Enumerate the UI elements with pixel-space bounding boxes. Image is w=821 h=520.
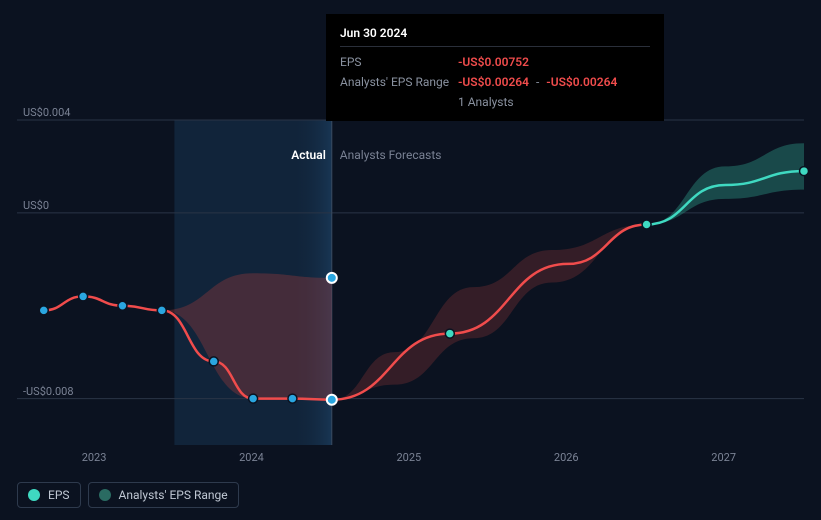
chart-tooltip: Jun 30 2024 EPS -US$0.00752 Analysts' EP…	[326, 14, 664, 121]
tooltip-row-label: EPS	[340, 53, 458, 71]
tooltip-date: Jun 30 2024	[340, 24, 650, 42]
tooltip-row-label: Analysts' EPS Range	[340, 73, 458, 91]
tooltip-range-sep: -	[529, 75, 546, 89]
legend-item-eps[interactable]: EPS	[17, 482, 81, 508]
tooltip-subtext: 1 Analysts	[458, 93, 650, 111]
tooltip-row-value: -US$0.00752	[458, 53, 529, 71]
eps-chart: Actual Analysts Forecasts US$0.004 US$0 …	[0, 0, 821, 520]
legend-swatch-icon	[99, 489, 111, 501]
legend-label: EPS	[48, 488, 70, 502]
x-tick-label: 2024	[239, 451, 264, 464]
region-label-actual: Actual	[291, 148, 326, 162]
x-tick-label: 2027	[711, 451, 736, 464]
legend-swatch-icon	[28, 489, 40, 501]
legend-item-range[interactable]: Analysts' EPS Range	[88, 482, 239, 508]
y-tick-label: -US$0.008	[23, 385, 74, 398]
tooltip-range-lo: -US$0.00264	[458, 75, 529, 89]
x-tick-label: 2023	[82, 451, 107, 464]
legend-label: Analysts' EPS Range	[119, 488, 228, 502]
y-tick-label: US$0.004	[23, 106, 70, 119]
x-tick-label: 2025	[397, 451, 422, 464]
tooltip-range-hi: -US$0.00264	[546, 75, 617, 89]
region-label-forecast: Analysts Forecasts	[340, 148, 442, 162]
y-tick-label: US$0	[23, 199, 49, 212]
chart-legend: EPS Analysts' EPS Range	[17, 482, 239, 508]
x-tick-label: 2026	[554, 451, 579, 464]
